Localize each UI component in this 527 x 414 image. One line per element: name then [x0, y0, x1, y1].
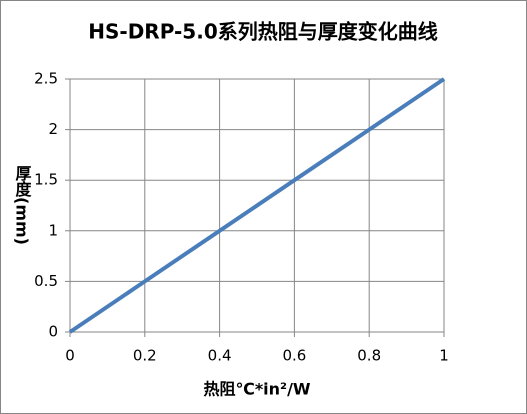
data-line — [68, 77, 446, 334]
y-axis-label: 厚度(mm) — [13, 165, 32, 245]
x-tick-label: 0.8 — [357, 347, 381, 365]
y-tick-label: 0 — [48, 323, 58, 341]
x-tick-label: 1 — [439, 347, 449, 365]
x-tick-label: 0 — [65, 347, 75, 365]
y-tick-label: 1 — [48, 221, 58, 239]
x-axis-label: 热阻℃*in²/W — [203, 380, 310, 399]
x-tick-label: 0.6 — [282, 347, 306, 365]
chart-title: HS-DRP-5.0系列热阻与厚度变化曲线 — [88, 20, 437, 44]
x-tick-label: 0.2 — [133, 347, 157, 365]
y-tick-label: 1.5 — [34, 171, 58, 189]
y-tick-label: 2.5 — [34, 70, 58, 88]
x-tick-label: 0.4 — [208, 347, 232, 365]
y-tick-label: 0.5 — [34, 272, 58, 290]
y-tick-label: 2 — [48, 120, 58, 138]
